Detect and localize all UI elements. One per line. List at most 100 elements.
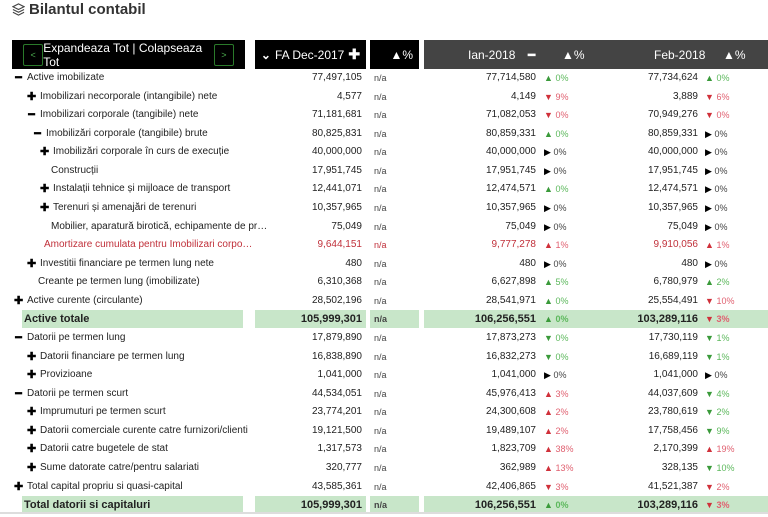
trend-up-icon: ▲ (544, 444, 553, 455)
base-pct: n/a (374, 221, 387, 232)
expand-icon[interactable]: ✚ (40, 146, 50, 159)
feb-change: ▼ 1% (705, 329, 729, 347)
ian-pct: 0% (555, 332, 569, 343)
ian-pct: 0% (553, 202, 567, 213)
feb-pct: 2% (716, 407, 730, 418)
expand-icon[interactable]: ✚ (40, 183, 50, 196)
trend-up-icon: ▲ (705, 444, 714, 455)
trend-down-icon: ▼ (705, 91, 714, 102)
collapse-icon[interactable]: ━ (15, 387, 22, 400)
trend-flat-icon: ▶ (705, 370, 712, 381)
trend-flat-icon: ▶ (544, 165, 551, 176)
ian-value: 17,951,745 (485, 164, 536, 176)
row-label: ✚ Sume datorate catre/pentru salariati (27, 459, 199, 477)
row-label: ━ Imobilizări corporale (tangibile) brute (33, 125, 208, 143)
expand-icon[interactable]: ✚ (27, 350, 37, 363)
expand-icon[interactable]: ✚ (27, 257, 37, 270)
row-label: Mobilier, aparatură birotică, echipament… (51, 218, 267, 236)
base-pct: n/a (374, 444, 387, 455)
feb-pct: 1% (716, 240, 730, 251)
expand-collapse-all[interactable]: Expandeaza Tot | Colapseaza Tot (43, 40, 203, 69)
row-label-text: Imprumuturi pe termen scurt (40, 406, 166, 418)
row-label-text: Active curente (circulante) (27, 294, 143, 306)
feb-pct: 1% (716, 351, 730, 362)
feb-change: ▶ 0% (705, 180, 727, 198)
base-value: 19,121,500 (311, 424, 362, 436)
expand-icon[interactable]: ✚ (27, 461, 37, 474)
row-label-text: Imobilizări corporale în curs de execuți… (53, 146, 230, 158)
row-label: ━ Datorii pe termen scurt (14, 385, 128, 403)
ian-change: ▶ 0% (544, 366, 566, 384)
table-row: ✚ Imobilizari necorporale (intangibile) n… (0, 88, 768, 106)
base-value: 6,310,368 (317, 276, 363, 288)
expand-icon[interactable]: ✚ (27, 424, 37, 437)
ian-value: 6,627,898 (491, 276, 537, 288)
feb-value: 2,170,399 (653, 443, 699, 455)
feb-value: 1,041,000 (653, 369, 699, 381)
base-pct: n/a (374, 147, 387, 158)
trend-up-icon: ▲ (544, 314, 553, 325)
feb-pct: 0% (716, 110, 730, 121)
expand-icon[interactable]: ✚ (27, 90, 37, 103)
feb-change: ▶ 0% (705, 162, 727, 180)
feb-value: 70,949,276 (647, 109, 698, 121)
ian-pct: 0% (555, 500, 569, 511)
feb-change: ▶ 0% (705, 143, 727, 161)
table-row: Mobilier, aparatură birotică, echipament… (0, 218, 768, 236)
row-label: ━ Imobilizari corporale (tangibile) nete (27, 106, 198, 124)
base-pct: n/a (374, 240, 387, 251)
expand-icon[interactable]: ✚ (14, 294, 24, 307)
row-label-text: Terenuri și amenajări de terenuri (53, 201, 197, 213)
feb-change: ▶ 0% (705, 255, 727, 273)
next-button[interactable]: > (213, 43, 235, 66)
remove-period-icon[interactable]: ━ (528, 47, 536, 62)
expand-icon[interactable]: ✚ (27, 406, 37, 419)
ian-pct: 13% (555, 462, 574, 473)
collapse-icon[interactable]: ━ (15, 72, 22, 84)
expand-icon[interactable]: ✚ (27, 369, 37, 382)
trend-flat-icon: ▶ (705, 221, 712, 232)
row-label-text: Imobilizari corporale (tangibile) nete (40, 109, 199, 121)
row-label-text: Active imobilizate (27, 72, 105, 83)
ian-value: 106,256,551 (474, 313, 536, 326)
add-period-icon[interactable]: ✚ (348, 46, 361, 62)
row-label-text: Sume datorate catre/pentru salariati (40, 461, 199, 473)
base-value: 77,497,105 (311, 72, 362, 83)
feb-change: ▶ 0% (705, 366, 727, 384)
ian-value: 80,859,331 (485, 127, 536, 139)
table-row: ✚ Sume datorate catre/pentru salariati 320… (0, 459, 768, 477)
table-row: ━ Datorii pe termen scurt 44,534,051 n/a 45,… (0, 385, 768, 403)
total-bg (255, 496, 366, 515)
ian-value: 106,256,551 (474, 499, 536, 512)
trend-up-icon: ▲ (544, 407, 553, 418)
row-label-text: Total capital propriu si quasi-capital (27, 480, 183, 492)
period-headers: Ian-2018 ━ ▲% Feb-2018 ▲% (424, 40, 768, 69)
ian-change: ▲ 2% (544, 403, 568, 421)
expand-icon[interactable]: ✚ (27, 443, 37, 456)
ian-change: ▲ 1% (544, 236, 568, 254)
feb-value: 44,037,609 (647, 387, 698, 399)
chevron-down-icon[interactable]: ⌄ (260, 47, 271, 62)
row-label: ✚ Investitii financiare pe termen lung ne… (27, 255, 214, 273)
base-pct: n/a (374, 184, 387, 195)
table-row: ✚ Imobilizări corporale în curs de execuț… (0, 143, 768, 161)
ian-value: 45,976,413 (485, 387, 536, 399)
row-label: ✚ Datorii catre bugetele de stat (27, 440, 168, 458)
collapse-icon[interactable]: ━ (34, 127, 41, 140)
feb-change: ▶ 0% (705, 199, 727, 217)
prev-button[interactable]: < (23, 43, 44, 66)
collapse-icon[interactable]: ━ (28, 109, 35, 122)
trend-down-icon: ▼ (544, 91, 553, 102)
expand-icon[interactable]: ✚ (14, 480, 24, 493)
ian-change: ▼ 0% (544, 329, 568, 347)
expand-icon[interactable]: ✚ (40, 201, 50, 214)
trend-down-icon: ▼ (544, 351, 553, 362)
ian-pct: 0% (553, 258, 567, 269)
trend-down-icon: ▼ (705, 332, 714, 343)
base-pct: n/a (374, 332, 387, 343)
collapse-icon[interactable]: ━ (15, 331, 22, 344)
ian-change: ▼ 9% (544, 88, 568, 106)
row-label-text: Datorii pe termen lung (27, 331, 126, 343)
base-value: 44,534,051 (311, 387, 362, 399)
trend-flat-icon: ▶ (705, 128, 712, 139)
